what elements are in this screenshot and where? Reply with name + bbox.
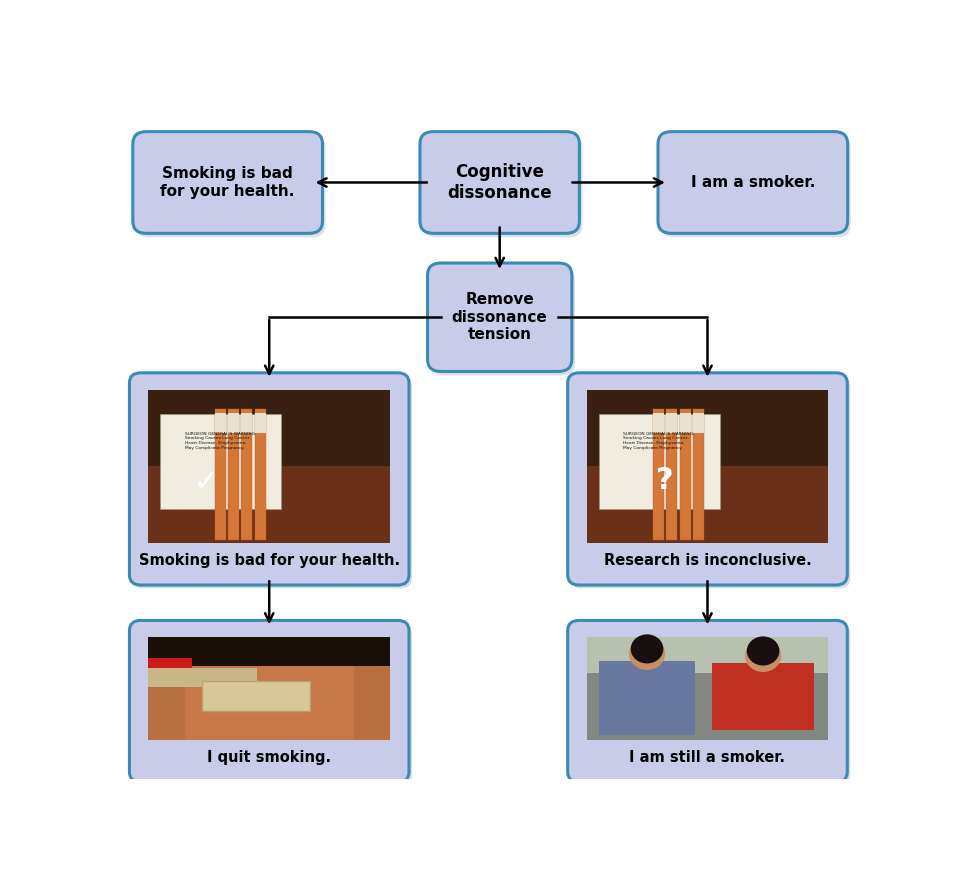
FancyBboxPatch shape <box>570 624 850 786</box>
Bar <box>653 413 664 432</box>
Bar <box>680 413 690 432</box>
Bar <box>587 637 829 740</box>
Text: I quit smoking.: I quit smoking. <box>207 751 332 766</box>
Circle shape <box>631 634 663 663</box>
FancyBboxPatch shape <box>658 131 847 234</box>
Bar <box>713 663 814 730</box>
Text: Research is inconclusive.: Research is inconclusive. <box>604 553 811 568</box>
Text: SURGEON GENERAL'S WARNING:
Smoking Causes Lung Cancer,
Heart Disease, Emphysema,: SURGEON GENERAL'S WARNING: Smoking Cause… <box>623 431 695 451</box>
Bar <box>228 413 239 432</box>
Bar <box>599 661 695 735</box>
Bar <box>214 413 225 432</box>
Text: Smoking is bad
for your health.: Smoking is bad for your health. <box>161 166 294 199</box>
Bar <box>214 410 225 540</box>
Circle shape <box>747 636 779 666</box>
Text: Cognitive
dissonance: Cognitive dissonance <box>448 163 552 202</box>
Bar <box>693 410 704 540</box>
Bar <box>599 414 720 509</box>
Bar <box>148 389 390 543</box>
FancyBboxPatch shape <box>567 373 847 585</box>
Text: ?: ? <box>656 466 674 495</box>
Bar <box>148 466 390 543</box>
FancyBboxPatch shape <box>570 376 850 588</box>
FancyBboxPatch shape <box>427 263 572 372</box>
FancyBboxPatch shape <box>136 136 326 237</box>
FancyBboxPatch shape <box>431 267 575 375</box>
Circle shape <box>745 640 781 672</box>
FancyBboxPatch shape <box>420 131 579 234</box>
Bar <box>242 413 253 432</box>
Text: Smoking is bad for your health.: Smoking is bad for your health. <box>138 553 400 568</box>
Bar <box>693 413 704 432</box>
Bar <box>148 637 390 740</box>
Bar <box>148 637 390 666</box>
Bar <box>666 413 678 432</box>
Bar <box>587 637 829 674</box>
Bar <box>680 410 690 540</box>
FancyBboxPatch shape <box>567 620 847 782</box>
Text: I am still a smoker.: I am still a smoker. <box>630 751 786 766</box>
Bar <box>254 410 265 540</box>
Bar <box>148 668 257 687</box>
FancyBboxPatch shape <box>133 131 323 234</box>
Bar <box>148 658 192 678</box>
Bar <box>242 410 253 540</box>
Text: ✓: ✓ <box>194 468 219 497</box>
Bar <box>666 410 678 540</box>
Bar <box>184 666 354 740</box>
FancyBboxPatch shape <box>661 136 850 237</box>
Bar <box>587 466 829 543</box>
Bar <box>587 389 829 543</box>
FancyBboxPatch shape <box>130 620 410 782</box>
Bar <box>228 410 239 540</box>
FancyBboxPatch shape <box>423 136 582 237</box>
Text: SURGEON GENERAL'S WARNING:
Smoking Causes Lung Cancer,
Heart Disease, Emphysema,: SURGEON GENERAL'S WARNING: Smoking Cause… <box>185 431 256 451</box>
Circle shape <box>629 638 665 670</box>
Text: I am a smoker.: I am a smoker. <box>690 175 815 190</box>
FancyBboxPatch shape <box>133 376 412 588</box>
FancyBboxPatch shape <box>130 373 410 585</box>
Bar <box>254 413 265 432</box>
Bar <box>653 410 664 540</box>
FancyBboxPatch shape <box>133 624 412 786</box>
Text: Remove
dissonance
tension: Remove dissonance tension <box>451 292 548 342</box>
Bar <box>161 414 282 509</box>
Bar <box>202 681 310 711</box>
